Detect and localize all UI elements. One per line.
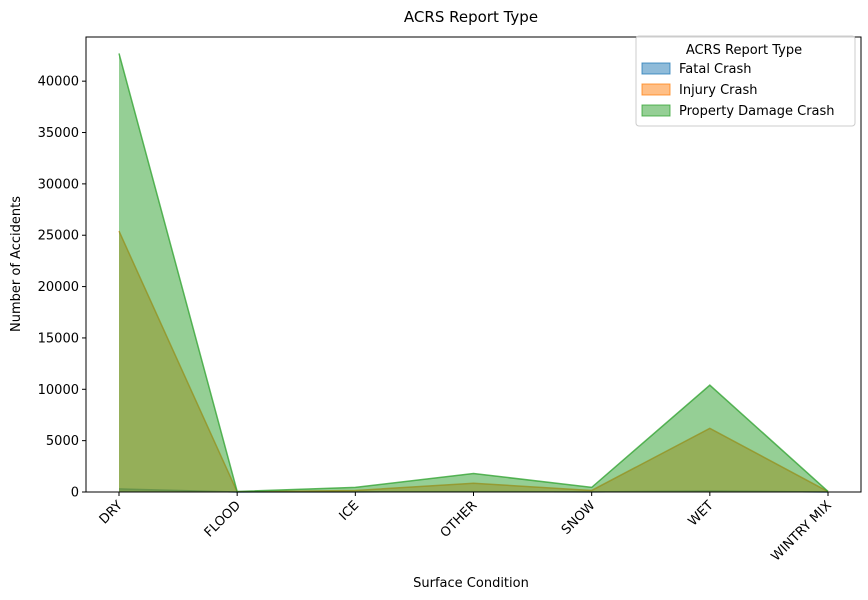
x-axis: DRY FLOOD ICE OTHER SNOW WET WINTRY MIX xyxy=(97,492,835,564)
legend-swatch xyxy=(641,62,671,75)
y-tick-label: 35000 xyxy=(38,126,79,141)
y-tick-label: 40000 xyxy=(38,75,79,90)
y-tick-label: 5000 xyxy=(46,434,79,449)
chart-title: ACRS Report Type xyxy=(404,8,538,26)
y-tick-label: 30000 xyxy=(38,177,79,192)
legend-label: Injury Crash xyxy=(679,83,758,98)
x-axis-title: Surface Condition xyxy=(413,576,529,591)
area-fill-series-2 xyxy=(119,53,828,493)
y-tick-label: 0 xyxy=(71,486,79,501)
x-tick-label: FLOOD xyxy=(202,498,244,540)
y-tick-label: 25000 xyxy=(38,229,79,244)
legend-swatch xyxy=(641,83,671,96)
legend-label: Property Damage Crash xyxy=(679,104,835,119)
x-tick-label: WINTRY MIX xyxy=(769,498,835,564)
x-tick-label: SNOW xyxy=(559,498,599,538)
legend-label: Fatal Crash xyxy=(679,62,751,77)
y-tick-label: 10000 xyxy=(38,383,79,398)
y-axis-title: Number of Accidents xyxy=(9,196,24,332)
legend-swatch xyxy=(641,104,671,117)
y-tick-label: 20000 xyxy=(38,280,79,295)
legend: ACRS Report Type Fatal Crash Injury Crash… xyxy=(635,35,856,127)
legend-title: ACRS Report Type xyxy=(686,43,802,58)
y-axis: 0 5000 10000 15000 20000 25000 30000 35000 40000 xyxy=(38,75,86,501)
y-tick-label: 15000 xyxy=(38,331,79,346)
x-tick-label: OTHER xyxy=(438,498,481,541)
x-tick-label: WET xyxy=(686,498,717,529)
legend-box xyxy=(635,35,856,127)
x-tick-label: DRY xyxy=(97,498,126,527)
x-tick-label: ICE xyxy=(337,498,363,524)
area-line-series-2 xyxy=(118,53,829,493)
